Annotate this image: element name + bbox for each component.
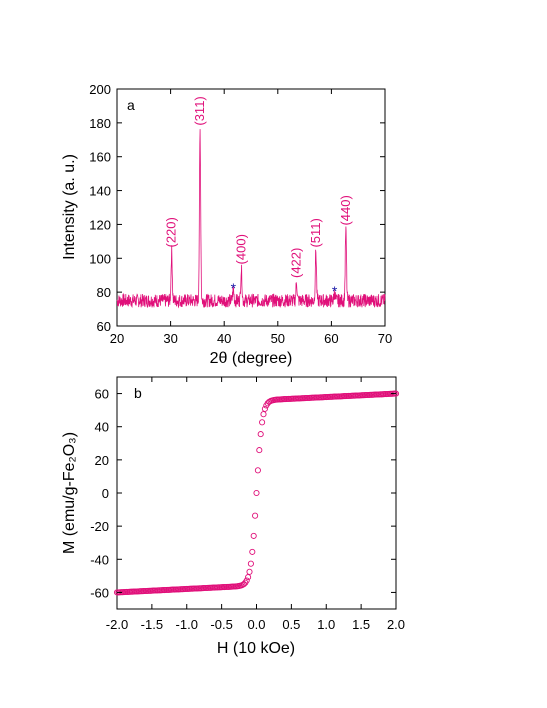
magnetization-plot-frame (116, 376, 397, 610)
xrd-y-tick-label: 100 (89, 251, 111, 266)
magnetization-point (256, 447, 263, 454)
magnetization-y-tick-label: 20 (95, 453, 109, 468)
xrd-plot-frame (116, 88, 386, 327)
xrd-x-tick-label: 50 (271, 331, 285, 346)
xrd-peak-label: (511) (308, 218, 323, 247)
magnetization-x-tick-label: -0.5 (210, 617, 232, 632)
magnetization-point (253, 489, 260, 497)
magnetization-x-tick-label: 1.5 (352, 617, 370, 632)
magnetization-point (260, 411, 267, 418)
magnetization-x-tick-label: -2.0 (106, 617, 128, 632)
xrd-peak-label: (220) (164, 217, 179, 247)
xrd-chart: 20 30 40 50 60 70 60 80 100 120 140 160 180 200 (220)… (61, 82, 392, 367)
xrd-impurity-marker: * (332, 283, 338, 299)
xrd-peak-label: (440) (338, 195, 353, 225)
xrd-trace (116, 129, 386, 309)
xrd-peak-label: (422) (289, 248, 304, 278)
magnetization-x-tick-label: 0.5 (282, 617, 300, 632)
xrd-y-tick-label: 120 (89, 217, 111, 232)
xrd-y-tick-label: 60 (97, 319, 111, 334)
xrd-panel-label: a (127, 97, 135, 113)
magnetization-point (252, 512, 259, 519)
magnetization-y-tick-label: -60 (90, 585, 109, 600)
magnetization-x-tick-label: 1.0 (317, 617, 335, 632)
magnetization-point (250, 532, 257, 539)
magnetization-y-tick-label: 0 (102, 486, 109, 501)
magnetization-y-tick-label: 40 (95, 420, 109, 435)
xrd-y-tick-label: 180 (89, 116, 111, 131)
magnetization-ticks: -2.0 -1.5 -1.0 -0.5 0.0 0.5 1.0 1.5 2.0 60 40 20 0 -2… (90, 377, 405, 632)
magnetization-point (246, 568, 253, 575)
magnetization-point (249, 548, 256, 555)
magnetization-x-tick-label: -1.5 (141, 617, 163, 632)
xrd-x-tick-label: 70 (378, 331, 392, 346)
xrd-trace-line (116, 129, 386, 309)
magnetization-point (261, 405, 268, 412)
xrd-peak-label: (400) (233, 234, 248, 264)
xrd-ticks: 20 30 40 50 60 70 60 80 100 120 140 160 180 200 (89, 82, 392, 346)
magnetization-x-tick-label: 2.0 (387, 617, 405, 632)
magnetization-y-tick-label: -40 (90, 552, 109, 567)
magnetization-point (245, 574, 252, 581)
magnetization-y-tick-label: 60 (95, 387, 109, 402)
xrd-y-axis-label: Intensity (a. u.) (61, 154, 78, 260)
magnetization-point (257, 431, 264, 438)
xrd-peak-label: (311) (192, 96, 207, 125)
magnetization-point (254, 467, 261, 474)
magnetization-panel-label: b (134, 385, 142, 401)
magnetization-markers (113, 390, 400, 596)
xrd-y-tick-label: 200 (89, 82, 111, 97)
magnetization-y-axis-label: M (emu/g-Fe₂O₃) (61, 432, 78, 554)
magnetization-x-axis-label: H (10 kOe) (217, 640, 295, 657)
magnetization-point (247, 560, 254, 567)
xrd-x-axis-label: 2θ (degree) (210, 350, 293, 367)
xrd-x-tick-label: 30 (163, 331, 177, 346)
magnetization-point (259, 419, 266, 426)
xrd-y-tick-label: 140 (89, 184, 111, 199)
magnetization-x-tick-label: -1.0 (176, 617, 198, 632)
magnetization-x-tick-label: 0.0 (247, 617, 265, 632)
xrd-x-tick-label: 20 (110, 331, 124, 346)
xrd-peak-labels: (220) (311) (400) (422) (511) (440) * * (164, 96, 353, 299)
magnetization-point (243, 577, 250, 584)
xrd-y-tick-label: 80 (97, 285, 111, 300)
xrd-y-tick-label: 160 (89, 150, 111, 165)
magnetization-y-tick-label: -20 (90, 519, 109, 534)
xrd-x-tick-label: 60 (324, 331, 338, 346)
xrd-impurity-marker: * (231, 280, 237, 296)
magnetization-chart: -2.0 -1.5 -1.0 -0.5 0.0 0.5 1.0 1.5 2.0 60 40 20 0 -2… (61, 376, 405, 657)
xrd-x-tick-label: 40 (217, 331, 231, 346)
